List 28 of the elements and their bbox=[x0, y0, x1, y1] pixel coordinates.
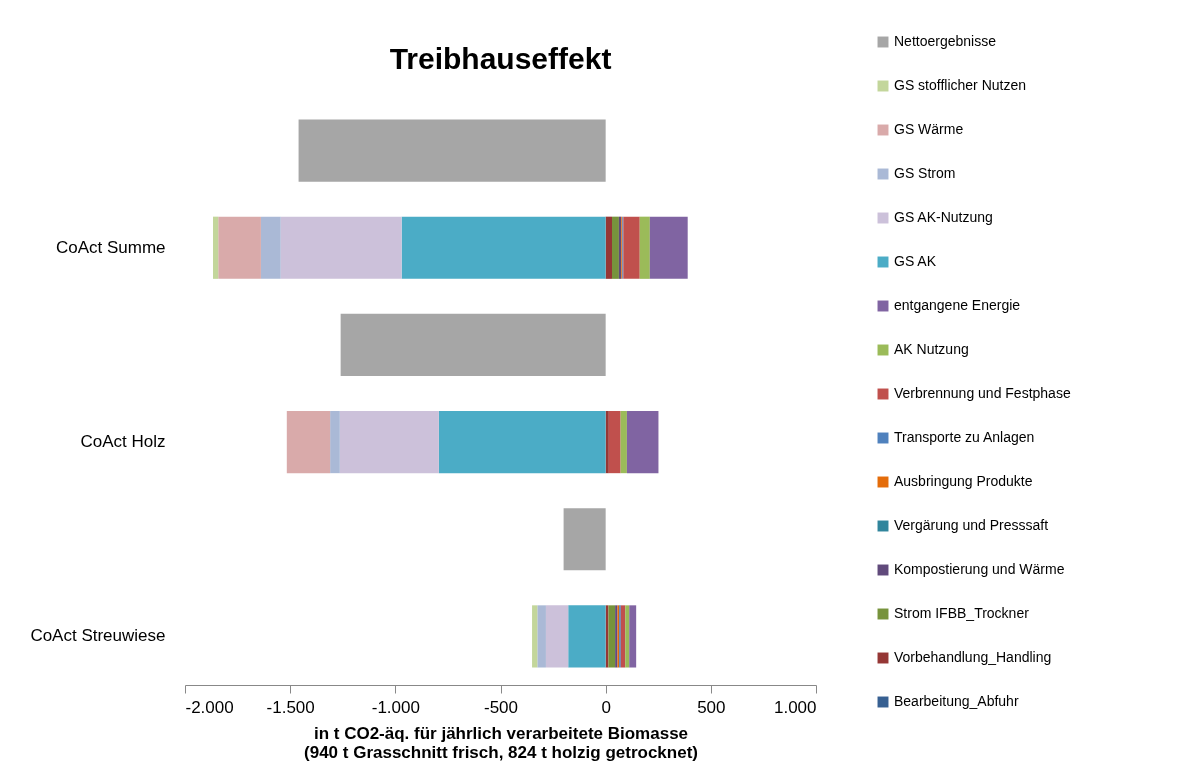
legend-label: GS stofflicher Nutzen bbox=[894, 77, 1027, 93]
legend-label: Bearbeitung_Abfuhr bbox=[894, 693, 1019, 709]
chart-title: Treibhauseffekt bbox=[389, 42, 612, 75]
x-tick-label: 0 bbox=[601, 697, 611, 717]
legend-label: GS AK-Nutzung bbox=[894, 209, 993, 225]
x-axis-title: in t CO2-äq. für jährlich verarbeitete Biomasse (940 t Grasschnitt frisch, 824 t holzig getrocknet) bbox=[304, 723, 698, 762]
y-tick-label: CoAct Summe bbox=[55, 237, 166, 257]
x-tick-label: -1.500 bbox=[266, 697, 315, 717]
x-tick-label: -1.000 bbox=[371, 697, 420, 717]
x-tick-label: -2.000 bbox=[185, 697, 234, 717]
legend-label: Vorbehandlung_Handling bbox=[894, 649, 1052, 665]
legend-label: Vergärung und Presssaft bbox=[894, 517, 1049, 533]
legend-label: Verbrennung und Festphase bbox=[894, 385, 1071, 401]
legend-label: entgangene Energie bbox=[894, 297, 1021, 313]
legend-label: GS Wärme bbox=[894, 121, 964, 137]
x-tick-label: 1.000 bbox=[773, 697, 817, 717]
legend-label: Nettoergebnisse bbox=[894, 33, 997, 49]
legend-label: GS Strom bbox=[894, 165, 956, 181]
legend-label: Kompostierung und Wärme bbox=[894, 561, 1065, 577]
y-tick-label: CoAct Streuwiese bbox=[30, 626, 166, 646]
legend-label: Ausbringung Produkte bbox=[894, 473, 1033, 489]
legend-label: AK Nutzung bbox=[894, 341, 969, 357]
x-tick-label: -500 bbox=[483, 697, 519, 717]
x-tick-label: 500 bbox=[697, 697, 726, 717]
legend-label: GS AK bbox=[894, 253, 937, 269]
y-tick-label: CoAct Holz bbox=[80, 432, 166, 452]
legend-label: Strom IFBB_Trockner bbox=[894, 605, 1030, 621]
legend-label: Transporte zu Anlagen bbox=[894, 429, 1035, 445]
